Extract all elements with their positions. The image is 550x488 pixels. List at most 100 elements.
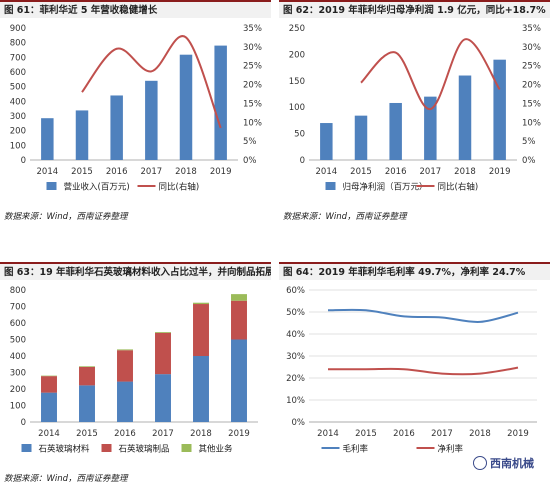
series-line xyxy=(360,38,501,111)
bar xyxy=(354,115,368,160)
x-tick-label: 2017 xyxy=(141,167,163,177)
watermark-text: 西南机械 xyxy=(490,457,534,470)
stacked-bar-segment xyxy=(117,349,133,351)
legend-label: 净利率 xyxy=(438,444,464,455)
x-tick-label: 2018 xyxy=(469,429,491,439)
bar xyxy=(424,96,437,160)
y2-tick-label: 10% xyxy=(243,118,262,128)
x-tick-label: 2014 xyxy=(317,429,339,439)
legend-label: 石英玻璃制品 xyxy=(119,444,170,455)
bar xyxy=(458,75,472,160)
y-tick-label: 800 xyxy=(10,286,26,296)
legend-label: 石英玻璃材料 xyxy=(39,444,91,455)
chart-title: 图 61：菲利华近 5 年营收稳健增长 xyxy=(0,0,271,18)
y2-tick-label: 30% xyxy=(522,43,541,53)
revenue-chart: 0 100 200 300 400 500 600 700 800 900 0% 5% 10% 15% 20… xyxy=(10,24,262,193)
y-tick-label: 100 xyxy=(10,402,26,412)
y-tick-label: 500 xyxy=(10,83,26,93)
chart-area: 0 100 200 300 400 500 600 700 800 900 0% 5% 10% 15% 20… xyxy=(0,20,271,206)
chart-title: 图 64：2019 年菲利华毛利率 49.7%，净利率 24.7% xyxy=(279,262,550,280)
bar xyxy=(179,54,193,161)
y-tick-label: 800 xyxy=(10,39,26,49)
stacked-bar-segment xyxy=(79,366,95,386)
x-tick-label: 2015 xyxy=(76,429,98,439)
y2-tick-label: 0% xyxy=(522,156,536,166)
revenue-mix-chart: 0 100 200 300 400 500 600 700 800 2014 2015 2016 201… xyxy=(10,286,258,455)
y2-tick-label: 5% xyxy=(522,137,536,147)
y-tick-label: 0 xyxy=(300,156,305,166)
stacked-bar-segment xyxy=(117,350,133,382)
y-tick-label: 0 xyxy=(21,418,26,428)
bar xyxy=(75,110,89,160)
legend-label: 营业收入(百万元) xyxy=(64,182,130,193)
x-tick-label: 2015 xyxy=(71,167,93,177)
margins-chart: 0% 10% 20% 30% 40% 50% 60% 2014 2015 2016 2017 2018… xyxy=(286,286,537,455)
stacked-bar-segment xyxy=(231,339,247,422)
y-tick-label: 400 xyxy=(10,97,26,107)
y-tick-label: 900 xyxy=(10,24,26,34)
chart-area: 0% 10% 20% 30% 40% 50% 60% 2014 2015 2016 2017 2018… xyxy=(279,282,550,468)
x-tick-label: 2019 xyxy=(507,429,529,439)
bar xyxy=(389,102,402,160)
x-tick-label: 2019 xyxy=(228,429,250,439)
x-tick-label: 2016 xyxy=(385,167,407,177)
y2-tick-label: 25% xyxy=(243,62,262,72)
x-tick-label: 2018 xyxy=(190,429,212,439)
y2-tick-label: 25% xyxy=(522,62,541,72)
data-source: 数据来源：Wind，西南证券整理 xyxy=(283,212,407,222)
stacked-bar-segment xyxy=(79,385,95,422)
stacked-bar-segment xyxy=(155,374,171,422)
y-tick-label: 300 xyxy=(10,112,26,122)
stacked-bar-segment xyxy=(155,332,171,333)
chart-area: 0 50 100 150 200 250 0% 5% 10% 15% 20% 25% 30% 35% 201… xyxy=(279,20,550,206)
watermark: 西南机械 xyxy=(473,454,547,472)
y-tick-label: 50% xyxy=(286,308,305,318)
stacked-bar-segment xyxy=(117,381,133,422)
legend-label: 归母净利润（百万元） xyxy=(343,182,428,193)
y2-tick-label: 15% xyxy=(522,99,541,109)
x-tick-label: 2017 xyxy=(431,429,453,439)
y-tick-label: 60% xyxy=(286,286,305,296)
net-profit-chart: 0 50 100 150 200 250 0% 5% 10% 15% 20% 25% 30% 35% 201… xyxy=(289,24,541,193)
x-tick-label: 2019 xyxy=(489,167,511,177)
bar xyxy=(320,123,333,160)
y2-tick-label: 30% xyxy=(243,43,262,53)
x-tick-label: 2014 xyxy=(37,167,59,177)
chart-title: 图 62：2019 年菲利华归母净利润 1.9 亿元，同比+18.7% xyxy=(279,0,550,18)
y-tick-label: 400 xyxy=(10,352,26,362)
y2-tick-label: 10% xyxy=(522,118,541,128)
y2-tick-label: 15% xyxy=(243,99,262,109)
stacked-bar-segment xyxy=(193,304,209,356)
x-tick-label: 2014 xyxy=(316,167,338,177)
x-tick-label: 2019 xyxy=(210,167,232,177)
x-tick-label: 2016 xyxy=(393,429,415,439)
x-tick-label: 2016 xyxy=(106,167,128,177)
y-tick-label: 500 xyxy=(10,336,26,346)
stacked-bar-segment xyxy=(193,356,209,422)
wechat-icon xyxy=(473,456,487,470)
y-tick-label: 600 xyxy=(10,319,26,329)
x-tick-label: 2018 xyxy=(175,167,197,177)
y-tick-label: 250 xyxy=(289,24,305,34)
y-tick-label: 100 xyxy=(289,103,305,113)
bar xyxy=(145,80,158,160)
x-tick-label: 2018 xyxy=(454,167,476,177)
legend-label: 同比(右轴) xyxy=(438,182,479,193)
y-tick-label: 200 xyxy=(10,385,26,395)
legend-swatch xyxy=(21,444,32,452)
chart-area: 0 100 200 300 400 500 600 700 800 2014 2015 2016 201… xyxy=(0,282,271,468)
x-tick-label: 2015 xyxy=(350,167,372,177)
legend-swatch xyxy=(46,182,57,190)
y2-tick-label: 20% xyxy=(243,81,262,91)
legend-label: 毛利率 xyxy=(343,444,369,455)
legend-swatch xyxy=(181,444,192,452)
y-tick-label: 0 xyxy=(21,156,26,166)
series-line xyxy=(327,366,519,376)
y-tick-label: 300 xyxy=(10,369,26,379)
stacked-bar-segment xyxy=(41,376,57,393)
bar xyxy=(214,45,227,160)
y-tick-label: 700 xyxy=(10,53,26,63)
stacked-bar-segment xyxy=(193,302,209,305)
stacked-bar-segment xyxy=(231,300,247,340)
y2-tick-label: 5% xyxy=(243,137,257,147)
